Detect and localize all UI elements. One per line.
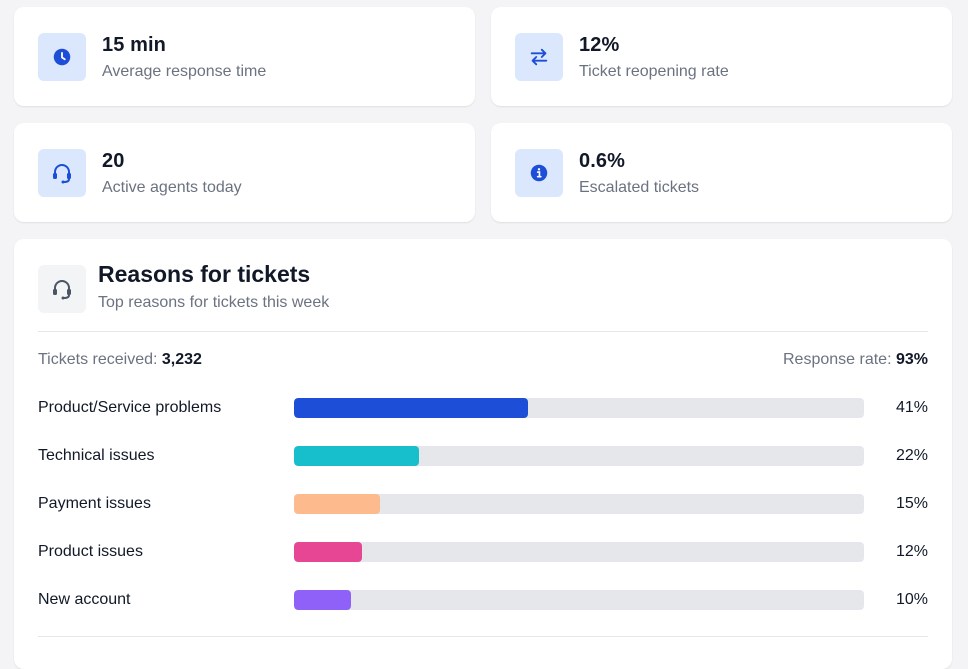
stat-label: Active agents today xyxy=(102,179,242,196)
reason-percent: 22% xyxy=(895,447,928,464)
reason-row: Payment issues 15% xyxy=(38,494,928,516)
reason-percent: 12% xyxy=(895,543,928,560)
reason-percent: 10% xyxy=(895,591,928,608)
arrows-exchange-icon-box xyxy=(515,33,563,81)
reason-bar-track xyxy=(294,446,864,466)
headset-icon xyxy=(53,164,71,184)
reason-bar-fill xyxy=(294,590,351,610)
stat-label: Average response time xyxy=(102,63,267,80)
reasons-subtitle: Top reasons for tickets this week xyxy=(98,294,330,311)
stat-value: 20 xyxy=(102,150,125,172)
info-icon-box xyxy=(515,149,563,197)
tickets-received-value: 3,232 xyxy=(161,351,202,368)
reasons-card: Reasons for tickets Top reasons for tick… xyxy=(14,239,952,669)
reason-bar-fill xyxy=(294,398,528,418)
response-rate-value: 93% xyxy=(895,351,928,368)
stat-card-reopening-rate: 12% Ticket reopening rate xyxy=(491,7,952,106)
stat-value: 15 min xyxy=(102,34,166,56)
tickets-received-label: Tickets received: xyxy=(38,351,158,368)
tickets-received: Tickets received: 3,232 xyxy=(38,351,202,369)
reason-row: New account 10% xyxy=(38,590,928,612)
divider xyxy=(38,331,928,332)
stat-value: 0.6% xyxy=(579,150,625,172)
stat-card-active-agents: 20 Active agents today xyxy=(14,123,475,222)
reason-bar-track xyxy=(294,542,864,562)
info-icon xyxy=(530,164,548,182)
reason-bar-track xyxy=(294,398,864,418)
response-rate: Response rate: 93% xyxy=(783,351,928,369)
reason-row: Product/Service problems 41% xyxy=(38,398,928,420)
reason-name: Technical issues xyxy=(38,447,155,464)
reason-percent: 15% xyxy=(895,495,928,512)
arrows-exchange-icon xyxy=(530,48,548,66)
stat-card-escalated: 0.6% Escalated tickets xyxy=(491,123,952,222)
reason-bar-fill xyxy=(294,542,363,562)
reason-name: Product issues xyxy=(38,543,143,560)
reason-percent: 41% xyxy=(895,399,928,416)
reason-bar-fill xyxy=(294,446,420,466)
clock-icon-box xyxy=(38,33,86,81)
reason-row: Product issues 12% xyxy=(38,542,928,564)
stat-label: Escalated tickets xyxy=(579,179,700,196)
reason-row: Technical issues 22% xyxy=(38,446,928,468)
reason-bar-track xyxy=(294,590,864,610)
reason-name: Payment issues xyxy=(38,495,151,512)
stat-value: 12% xyxy=(579,34,620,56)
reason-bar-fill xyxy=(294,494,380,514)
stat-card-response-time: 15 min Average response time xyxy=(14,7,475,106)
reason-bar-track xyxy=(294,494,864,514)
clock-icon xyxy=(53,48,71,66)
divider xyxy=(38,636,928,637)
headset-icon-box xyxy=(38,265,86,313)
stat-label: Ticket reopening rate xyxy=(579,63,729,80)
reason-name: New account xyxy=(38,591,131,608)
reasons-title: Reasons for tickets xyxy=(98,261,311,287)
headset-icon-box xyxy=(38,149,86,197)
headset-icon xyxy=(53,280,71,300)
reason-name: Product/Service problems xyxy=(38,399,222,416)
response-rate-label: Response rate: xyxy=(783,351,892,368)
